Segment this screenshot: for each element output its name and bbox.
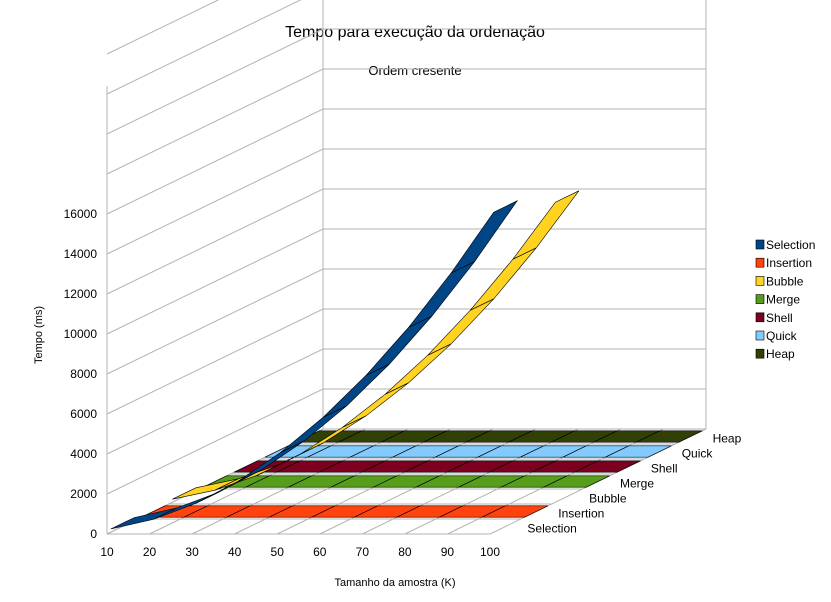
depth-label: Heap: [713, 432, 742, 446]
y-tick-label: 6000: [70, 407, 97, 421]
legend-label: Insertion: [766, 256, 812, 270]
legend-swatch: [755, 312, 765, 323]
gridline: [106, 268, 706, 375]
series-segment: [605, 445, 672, 458]
x-tick-label: 80: [398, 545, 412, 559]
series-segment: [543, 475, 610, 488]
legend-label: Shell: [766, 311, 793, 325]
series-quick: [264, 445, 672, 458]
chart-subtitle: Ordem cresente: [368, 63, 461, 78]
x-tick-label: 90: [441, 545, 455, 559]
legend-label: Selection: [766, 238, 815, 252]
series-segment: [574, 460, 641, 473]
series-layer: [110, 190, 703, 530]
series-segment: [470, 247, 537, 311]
x-tick-label: 20: [143, 545, 157, 559]
series-segment: [450, 200, 519, 274]
x-tick-label: 40: [228, 545, 242, 559]
series-segment: [512, 190, 580, 260]
y-tick-label: 14000: [64, 247, 98, 261]
depth-label: Shell: [651, 462, 678, 476]
depth-label: Insertion: [558, 507, 604, 521]
chart-title: Tempo para execução da ordenação: [285, 24, 545, 41]
y-tick-label: 12000: [64, 287, 98, 301]
series-insertion: [141, 505, 549, 518]
legend-swatch: [755, 294, 765, 304]
legend-label: Merge: [766, 293, 800, 307]
x-tick-label: 10: [100, 545, 114, 559]
x-axis-label: Tamanho da amostra (K): [334, 577, 455, 589]
legend-label: Heap: [766, 347, 795, 361]
gridline: [106, 0, 302, 95]
gridline: [106, 308, 706, 415]
legend-label: Bubble: [766, 274, 804, 288]
depth-label: Bubble: [589, 492, 627, 506]
series-bubble: [172, 190, 580, 500]
y-tick-label: 16000: [64, 207, 98, 221]
series-selection: [110, 200, 519, 530]
series-segment: [323, 363, 390, 418]
depth-label: Selection: [527, 522, 576, 536]
y-axis-label: Tempo (ms): [33, 306, 45, 364]
plot-walls: [106, 0, 707, 535]
y-tick-label: 0: [90, 527, 97, 541]
gridline: [106, 228, 706, 335]
gridline: [106, 108, 706, 215]
legend-swatch: [755, 330, 765, 341]
y-tick-label: 4000: [70, 447, 97, 461]
x-tick-label: 30: [185, 545, 199, 559]
legend-swatch: [755, 276, 765, 286]
gridline: [106, 188, 706, 295]
x-tick-label: 100: [480, 545, 500, 559]
depth-label: Quick: [682, 447, 714, 461]
depth-label: Merge: [620, 477, 654, 491]
y-tick-label: 8000: [70, 367, 97, 381]
series-segment: [636, 430, 703, 443]
gridline: [106, 68, 706, 175]
series-merge: [203, 475, 610, 488]
legend-label: Quick: [766, 329, 798, 343]
legend-swatch: [755, 257, 765, 268]
legend: Selection Insertion Bubble Merge Shell Quick H…: [755, 238, 815, 361]
y-tick-label: 10000: [64, 327, 98, 341]
series-heap: [295, 430, 703, 443]
y-tick-label: 2000: [70, 487, 97, 501]
x-tick-label: 60: [313, 545, 327, 559]
legend-swatch: [755, 239, 765, 250]
x-tick-label: 50: [271, 545, 285, 559]
legend-swatch: [755, 348, 765, 359]
series-shell: [233, 460, 641, 473]
x-tick-label: 70: [356, 545, 370, 559]
gridline: [106, 0, 220, 55]
gridline: [106, 148, 706, 255]
series-segment: [481, 505, 549, 518]
gridline: [106, 28, 706, 135]
tick-labels: 0 2000 4000 6000 8000 10000 12000 14000 16000 10 2…: [64, 207, 742, 559]
